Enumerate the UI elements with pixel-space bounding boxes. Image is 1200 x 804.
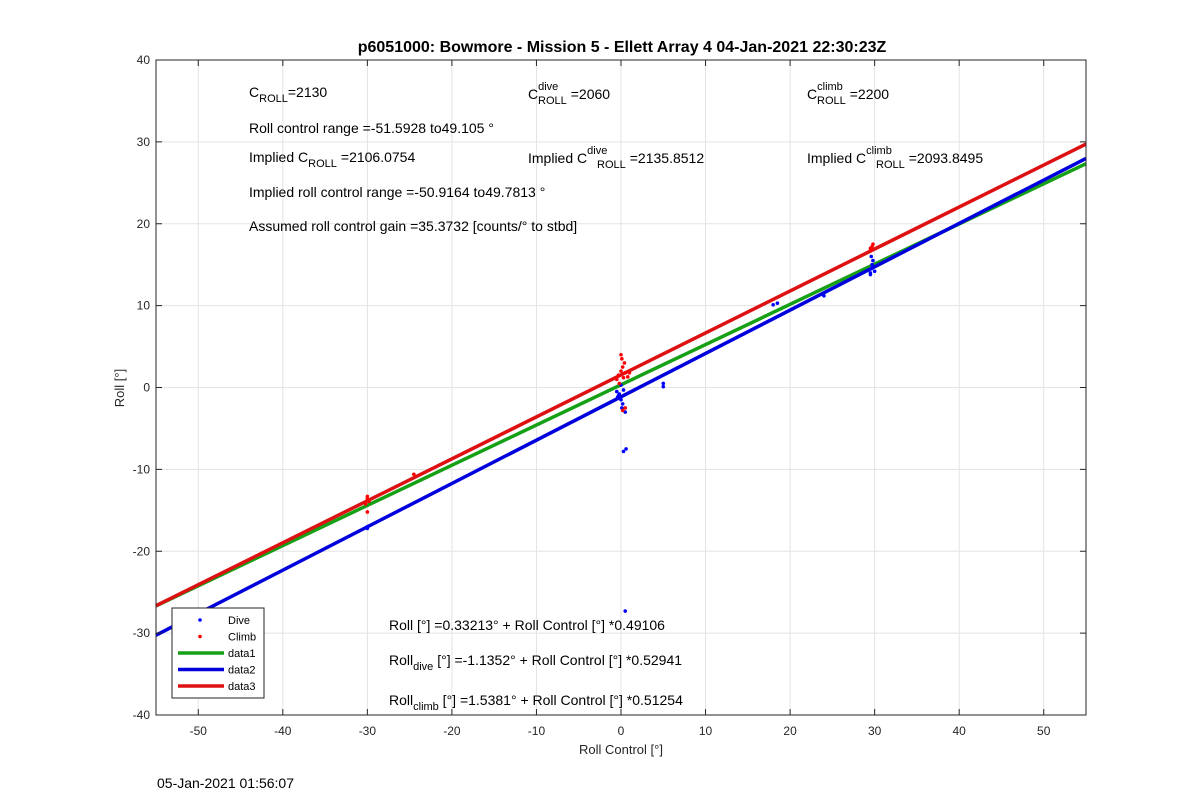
data-point-climb (617, 381, 622, 386)
annotation-c-roll-dive: Cdive (528, 81, 558, 102)
data-point-dive (365, 526, 370, 531)
data-point-climb (871, 242, 875, 247)
annotation-fit-climb: Rollclimb [°] =1.5381° + Roll Control [°… (389, 692, 683, 713)
data-point-dive (869, 254, 874, 259)
data-point-dive (617, 392, 622, 396)
data-point-dive (624, 447, 628, 451)
y-tick-label: 10 (137, 299, 151, 313)
y-tick-label: -30 (133, 626, 151, 640)
data-point-dive (620, 402, 625, 406)
data-point-dive (771, 303, 775, 307)
data-point-dive (822, 294, 826, 298)
y-tick-label: 40 (137, 53, 151, 67)
data-point-climb (412, 472, 416, 477)
annotation-implied-c-roll-dive: Implied Cdive (528, 145, 607, 166)
annotation-fit-dive: Rolldive [°] =-1.1352° + Roll Control [°… (389, 652, 682, 673)
x-tick-label: -50 (190, 724, 208, 738)
series-line-data3 (155, 142, 1087, 608)
data-point-climb (616, 373, 621, 378)
y-tick-label: 30 (137, 135, 151, 149)
x-tick-label: -20 (443, 724, 461, 738)
data-point-climb (622, 361, 627, 365)
data-point-dive (869, 266, 874, 271)
data-point-dive (661, 381, 666, 386)
legend-label: Dive (228, 615, 250, 627)
data-point-climb (868, 246, 873, 251)
annotation-implied-c-roll-dive-sub: ROLL =2135.8512 (597, 150, 704, 171)
data-point-climb (623, 370, 628, 375)
y-tick-label: 0 (143, 381, 150, 395)
y-axis-label: Roll [°] (112, 369, 127, 407)
legend-label: data1 (228, 648, 256, 660)
x-tick-label: -30 (359, 724, 377, 738)
data-point-climb (614, 377, 619, 382)
y-tick-label: 20 (137, 217, 151, 231)
data-point-dive (775, 301, 780, 305)
data-point-climb (620, 357, 624, 361)
x-tick-label: 30 (868, 724, 882, 738)
data-point-climb (363, 501, 368, 506)
data-point-dive (870, 262, 874, 267)
x-tick-label: 10 (699, 724, 713, 738)
annotation-c-roll-climb: Cclimb (807, 81, 843, 102)
axis-ticks: -50 -40 -30 -20 -10 0 10 20 30 40 50 -40 -30 -20 -10 0 1… (133, 53, 1086, 738)
data-point-climb (365, 510, 370, 514)
data-point-dive (619, 397, 623, 402)
data-point-dive (872, 269, 877, 274)
x-tick-label: 20 (783, 724, 797, 738)
data-point-dive (614, 389, 619, 394)
timestamp: 05-Jan-2021 01:56:07 (157, 775, 294, 791)
data-point-climb (619, 352, 623, 357)
x-tick-label: -10 (528, 724, 546, 738)
y-tick-label: -20 (133, 544, 151, 558)
data-point-dive (661, 384, 666, 389)
data-point-dive (615, 395, 620, 400)
annotation-c-roll: CROLL=2130 (249, 84, 327, 105)
data-point-dive (621, 449, 626, 454)
data-point-dive (871, 258, 875, 263)
annotation-assumed-gain: Assumed roll control gain =35.3732 [coun… (249, 218, 577, 234)
legend-marker-climb (198, 634, 202, 639)
x-tick-label: -40 (274, 724, 292, 738)
annotation-implied-c-roll-climb-sub: ROLL =2093.8495 (876, 150, 983, 171)
legend-label: Climb (228, 632, 256, 644)
x-tick-label: 50 (1037, 724, 1051, 738)
legend-label: data3 (228, 681, 256, 693)
data-point-climb (619, 369, 623, 373)
data-point-dive (623, 609, 628, 613)
y-tick-label: -40 (133, 708, 151, 722)
annotation-implied-c-roll: Implied CROLL =2106.0754 (249, 149, 415, 170)
series-line-data2 (155, 156, 1087, 637)
x-tick-label: 0 (618, 724, 625, 738)
data-point-climb (623, 406, 628, 410)
data-point-climb (627, 370, 632, 375)
legend-marker-dive (198, 618, 202, 622)
x-axis-label: Roll Control [°] (579, 742, 663, 757)
data-point-dive (621, 388, 626, 392)
data-point-climb (621, 375, 626, 380)
annotation-fit-all: Roll [°] =0.33213° + Roll Control [°] *0… (389, 617, 665, 633)
annotation-implied-c-roll-climb: Implied Cclimb (807, 145, 892, 166)
annotation-implied-roll-control-range: Implied roll control range =-50.9164 to4… (249, 184, 545, 200)
data-points (363, 242, 877, 613)
data-point-climb (625, 375, 630, 379)
data-point-climb (620, 408, 625, 413)
data-point-climb (620, 365, 625, 369)
y-tick-label: -10 (133, 462, 151, 476)
annotation-c-roll-climb-sub: ROLL =2200 (817, 86, 889, 107)
annotation-c-roll-dive-sub: ROLL =2060 (538, 86, 610, 107)
data-point-dive (868, 272, 873, 277)
annotation-roll-control-range: Roll control range =-51.5928 to49.105 ° (249, 120, 494, 136)
x-tick-label: 40 (953, 724, 967, 738)
legend-label: data2 (228, 665, 256, 677)
legend: Dive Climb data1 data2 data3 (171, 607, 265, 699)
chart-title: p6051000: Bowmore - Mission 5 - Ellett A… (358, 39, 887, 56)
data-point-climb (367, 499, 371, 504)
